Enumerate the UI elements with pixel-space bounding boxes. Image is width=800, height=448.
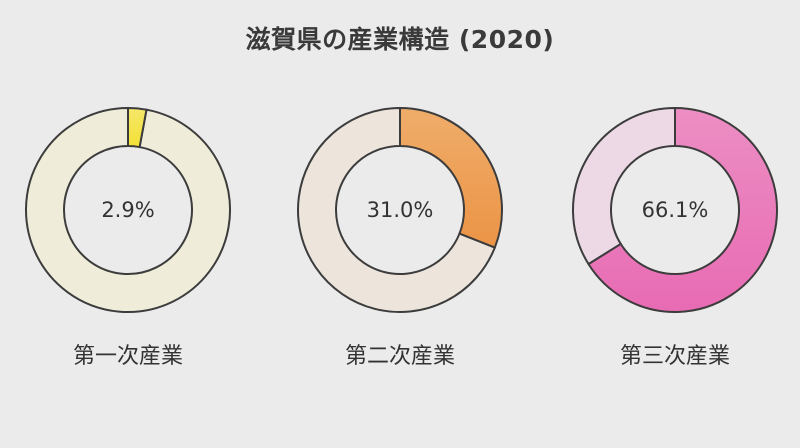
- donut-chart-tertiary: [572, 106, 778, 313]
- donut-tertiary-industry: 66.1%: [565, 100, 785, 320]
- center-value-tertiary: 66.1%: [641, 198, 709, 222]
- center-value-secondary: 31.0%: [366, 198, 434, 222]
- donut-chart-secondary: [297, 106, 503, 313]
- category-label-tertiary: 第三次産業: [619, 344, 730, 369]
- donut-slice-secondary: [399, 106, 503, 249]
- donut-chart-primary: [25, 106, 231, 313]
- donut-slice-tertiary: [587, 106, 778, 313]
- donut-track-tertiary: [572, 106, 676, 266]
- donut-track-secondary: [297, 106, 497, 313]
- category-label-secondary: 第二次産業: [344, 344, 455, 369]
- donut-primary-industry: 2.9%: [18, 100, 238, 320]
- donut-secondary-industry: 31.0%: [290, 100, 510, 320]
- chart-title: 滋賀県の産業構造 (2020): [245, 25, 555, 54]
- donut-track-primary: [25, 106, 231, 313]
- center-value-primary: 2.9%: [101, 198, 155, 222]
- donut-slice-primary: [127, 106, 148, 149]
- category-label-primary: 第一次産業: [72, 344, 183, 369]
